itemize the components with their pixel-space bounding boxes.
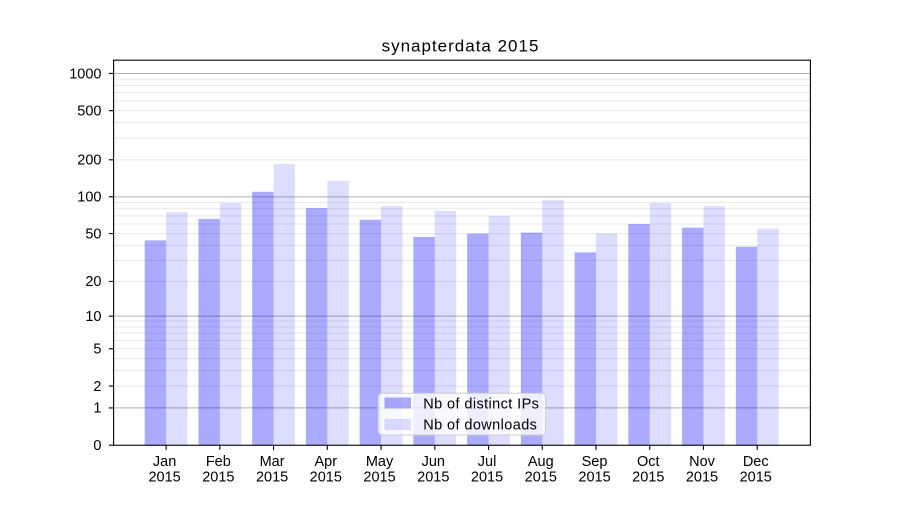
svg-text:Oct: Oct	[637, 454, 660, 470]
svg-text:2015: 2015	[310, 469, 342, 485]
svg-text:2015: 2015	[632, 469, 664, 485]
svg-text:Apr: Apr	[315, 454, 338, 470]
svg-text:Jun: Jun	[422, 454, 445, 470]
svg-text:Nb of downloads: Nb of downloads	[423, 417, 537, 433]
svg-text:2015: 2015	[417, 469, 449, 485]
svg-text:1000: 1000	[69, 66, 101, 82]
svg-text:Nov: Nov	[689, 454, 716, 470]
svg-text:20: 20	[85, 274, 101, 290]
svg-text:2015: 2015	[525, 469, 557, 485]
svg-text:2015: 2015	[363, 469, 395, 485]
svg-text:10: 10	[85, 309, 101, 325]
svg-text:2015: 2015	[256, 469, 288, 485]
svg-text:0: 0	[93, 438, 101, 454]
svg-text:Nb of distinct IPs: Nb of distinct IPs	[423, 396, 539, 412]
svg-text:1: 1	[93, 401, 101, 417]
svg-text:Jul: Jul	[478, 454, 497, 470]
svg-text:200: 200	[77, 153, 101, 169]
svg-text:5: 5	[93, 342, 101, 358]
svg-text:2015: 2015	[686, 469, 718, 485]
svg-text:Jan: Jan	[153, 454, 176, 470]
svg-text:500: 500	[77, 103, 101, 119]
svg-text:Feb: Feb	[206, 454, 231, 470]
svg-text:2015: 2015	[740, 469, 772, 485]
svg-text:Aug: Aug	[528, 454, 554, 470]
svg-text:Mar: Mar	[260, 454, 285, 470]
svg-text:2: 2	[93, 379, 101, 395]
svg-text:Dec: Dec	[743, 454, 769, 470]
svg-text:2015: 2015	[202, 469, 234, 485]
svg-text:50: 50	[85, 226, 101, 242]
svg-text:May: May	[366, 454, 394, 470]
svg-text:2015: 2015	[578, 469, 610, 485]
svg-text:synapterdata 2015: synapterdata 2015	[382, 36, 540, 55]
svg-text:100: 100	[77, 190, 101, 206]
svg-text:Sep: Sep	[582, 454, 608, 470]
svg-text:2015: 2015	[471, 469, 503, 485]
svg-text:2015: 2015	[148, 469, 180, 485]
